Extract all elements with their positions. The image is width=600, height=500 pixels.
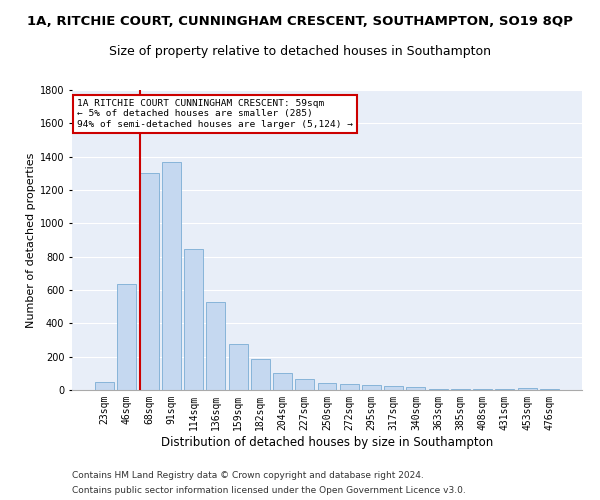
Bar <box>496 389 514 390</box>
Bar <box>251 359 270 390</box>
Bar <box>317 384 337 390</box>
Text: Contains public sector information licensed under the Open Government Licence v3: Contains public sector information licen… <box>72 486 466 495</box>
Text: 1A RITCHIE COURT CUNNINGHAM CRESCENT: 59sqm
← 5% of detached houses are smaller : 1A RITCHIE COURT CUNNINGHAM CRESCENT: 59… <box>77 99 353 129</box>
X-axis label: Distribution of detached houses by size in Southampton: Distribution of detached houses by size … <box>161 436 493 448</box>
Bar <box>184 249 203 390</box>
Bar <box>295 379 314 390</box>
Bar <box>451 389 470 390</box>
Bar <box>518 388 536 390</box>
Bar <box>384 386 403 390</box>
Bar <box>340 384 359 390</box>
Bar <box>362 385 381 390</box>
Bar <box>229 344 248 390</box>
Text: 1A, RITCHIE COURT, CUNNINGHAM CRESCENT, SOUTHAMPTON, SO19 8QP: 1A, RITCHIE COURT, CUNNINGHAM CRESCENT, … <box>27 15 573 28</box>
Bar <box>429 389 448 390</box>
Bar <box>206 302 225 390</box>
Text: Size of property relative to detached houses in Southampton: Size of property relative to detached ho… <box>109 45 491 58</box>
Bar <box>140 172 158 390</box>
Bar <box>473 389 492 390</box>
Bar <box>273 372 292 390</box>
Text: Contains HM Land Registry data © Crown copyright and database right 2024.: Contains HM Land Registry data © Crown c… <box>72 471 424 480</box>
Bar <box>118 284 136 390</box>
Bar <box>540 389 559 390</box>
Bar <box>95 382 114 390</box>
Bar <box>162 162 181 390</box>
Y-axis label: Number of detached properties: Number of detached properties <box>26 152 35 328</box>
Bar <box>406 386 425 390</box>
